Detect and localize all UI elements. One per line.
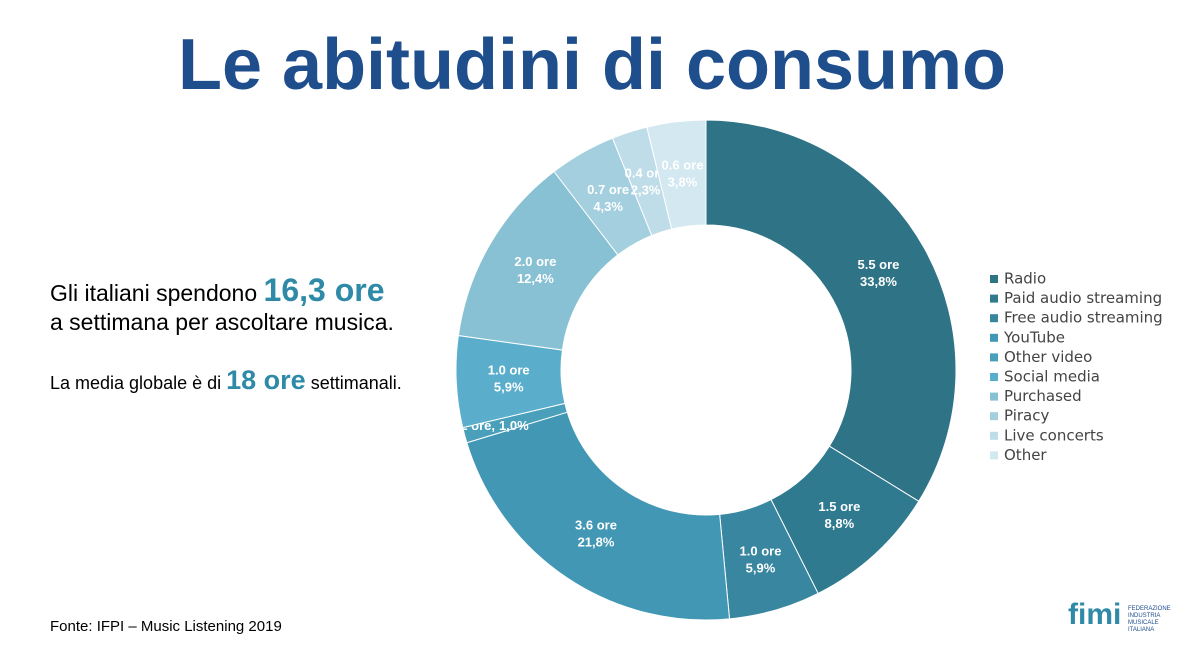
legend-label: Other <box>1004 446 1047 464</box>
legend-label: Purchased <box>1004 387 1082 405</box>
legend-swatch <box>990 392 998 401</box>
donut-slice <box>705 119 957 502</box>
data-label: 1.0 ore <box>740 543 782 558</box>
intro-text: Gli italiani spendono <box>50 280 258 306</box>
legend-swatch <box>990 451 998 460</box>
donut-slice <box>646 119 707 230</box>
legend-label: Free audio streaming <box>1004 309 1163 327</box>
intro-text: a settimana per ascoltare musica. <box>50 309 394 335</box>
legend-swatch <box>990 431 998 440</box>
legend-label: YouTube <box>1003 328 1065 346</box>
data-label: 1.5 ore <box>818 499 860 514</box>
data-label: 3.6 ore <box>575 517 617 532</box>
data-label: 0.7 ore <box>587 182 629 197</box>
legend-label: Other video <box>1004 348 1092 366</box>
global-text: settimanali. <box>310 373 402 393</box>
data-label: 5.5 ore <box>858 257 900 272</box>
legend-swatch <box>990 294 998 303</box>
data-label: 3,8% <box>668 174 698 189</box>
data-label: 0.6 ore <box>662 157 704 172</box>
data-label: 1,0% <box>499 418 529 433</box>
data-label: 12,4% <box>517 271 554 286</box>
global-text: La media globale è di <box>50 373 222 393</box>
legend-swatch <box>990 333 998 342</box>
data-label: 8,8% <box>825 516 855 531</box>
data-label: 2,3% <box>631 182 661 197</box>
intro-hours: 16,3 ore <box>263 272 385 308</box>
global: La media globale è di 18 ore settimanali… <box>50 365 402 396</box>
legend-swatch <box>990 373 998 381</box>
legend-label: Radio <box>1004 270 1046 288</box>
global-hours: 18 ore <box>226 365 306 395</box>
donut-slice <box>466 411 731 621</box>
legend-label: Live concerts <box>1004 426 1104 444</box>
data-label: 2.0 ore <box>514 254 556 269</box>
legend-swatch <box>990 353 998 362</box>
data-label: 0.4 ore <box>625 165 667 180</box>
data-label: 5,9% <box>494 380 524 395</box>
logo-text: FEDERAZIONE INDUSTRIA MUSICALE ITALIANA <box>1128 606 1171 633</box>
legend-swatch <box>990 412 998 421</box>
data-label: 5,9% <box>746 560 776 575</box>
data-label: 4,3% <box>593 199 623 214</box>
data-label: 33,8% <box>860 274 897 289</box>
logo: fimi <box>1068 598 1122 631</box>
chart-title: Le abitudini di consumo <box>178 25 1006 105</box>
data-label: 1.0 ore <box>488 363 530 378</box>
legend-label: Social media <box>1004 368 1100 386</box>
legend-label: Paid audio streaming <box>1004 289 1162 307</box>
source: Fonte: IFPI – Music Listening 2019 <box>50 618 282 635</box>
data-label: 21,8% <box>578 534 615 549</box>
legend-label: Piracy <box>1004 407 1049 425</box>
intro: Gli italiani spendono 16,3 ore a settima… <box>50 272 394 336</box>
legend-swatch <box>990 275 998 283</box>
legend-swatch <box>990 314 998 323</box>
